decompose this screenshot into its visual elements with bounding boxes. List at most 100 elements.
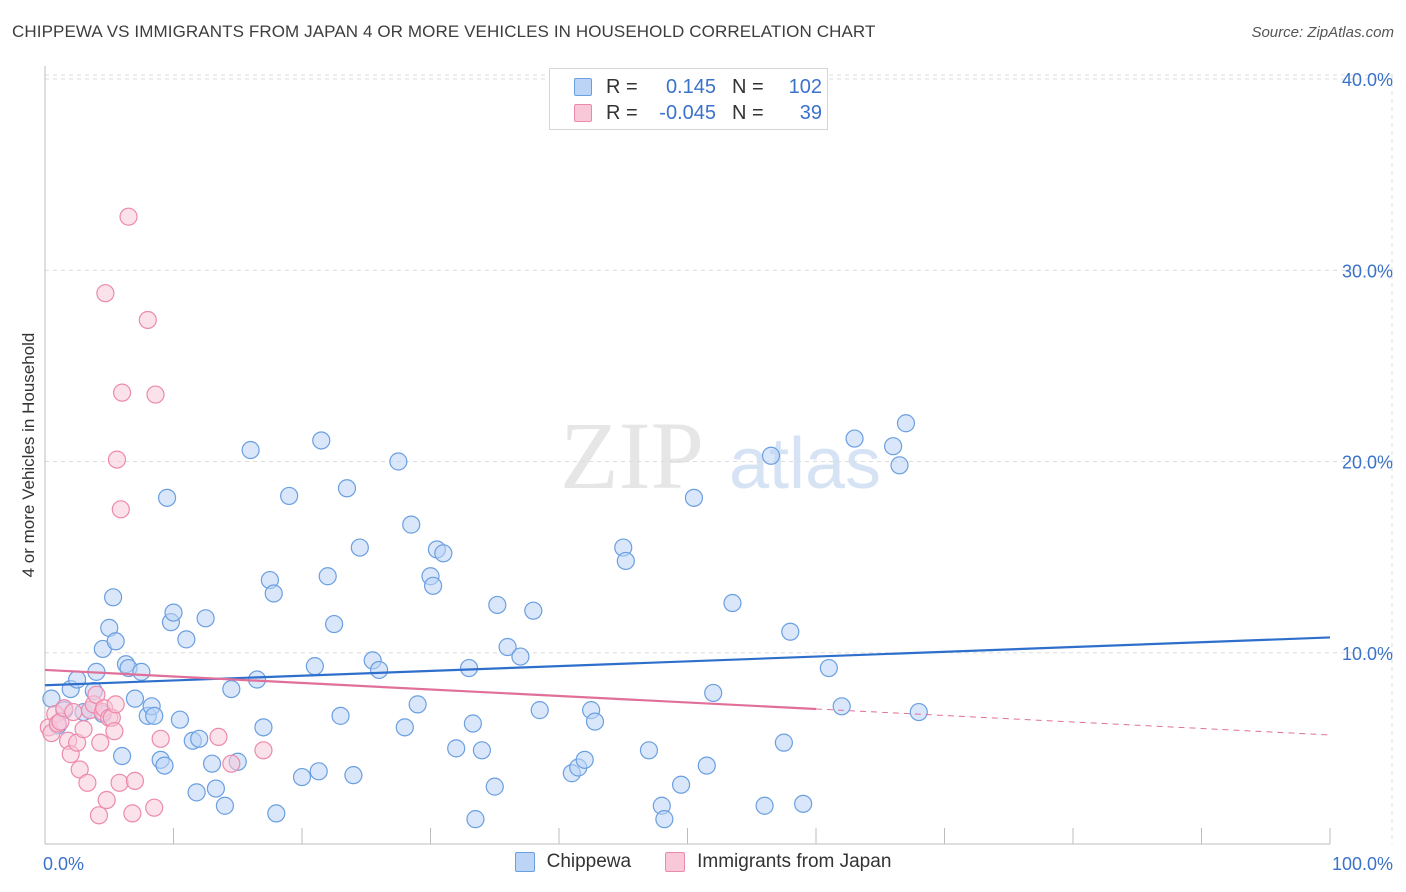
chippewa-point [350,538,369,557]
legend-item-japan[interactable]: Immigrants from Japan [665,851,891,873]
chippewa-point [190,729,209,748]
legend-label-japan: Immigrants from Japan [697,851,892,872]
chippewa-point [511,647,530,666]
chippewa-point [264,584,283,603]
chippewa-point [202,754,222,773]
stats-legend-row-japan: R = -0.045 N = 39 [574,101,822,125]
japan-legend-swatch [665,852,686,872]
chippewa-point [408,695,427,714]
chippewa-point [389,452,408,471]
chippewa-point [215,796,234,815]
chippewa-point [104,588,123,607]
chippewa-point [466,810,485,829]
chippewa-point [585,712,605,731]
chippewa-point [267,804,286,823]
japan-point [146,385,165,404]
japan-point [78,773,97,792]
chippewa-point [723,593,742,613]
chippewa-point [761,446,781,465]
n-label: N = [732,75,764,98]
watermark-zip: ZIP [560,402,704,509]
chippewa-point [395,718,414,737]
chippewa-point [157,488,177,507]
stats-legend: R = 0.145 N = 102 R = -0.045 N = 39 [549,68,828,130]
r-value: -0.045 [659,101,716,124]
chippewa-point [434,544,453,563]
chippewa-point [890,456,909,475]
chippewa-point [170,710,190,729]
chippewa-point [781,622,800,641]
watermark: ZIP atlas [560,402,881,509]
r-label: R = [606,101,638,124]
x-tick-label: 0.0% [43,854,84,874]
chippewa-point [447,739,466,758]
chippewa-point [684,488,704,507]
legend-item-chippewa[interactable]: Chippewa [514,851,631,873]
chippewa-point [832,697,851,716]
chippewa-trend-line [44,636,1331,687]
chippewa-point [402,515,421,534]
y-tick-label: 10.0% [1342,644,1393,664]
chippewa-point [524,601,543,620]
chippewa-point [370,660,389,680]
chippewa-point [704,683,723,703]
n-label: N = [732,101,764,124]
japan-point [91,733,110,752]
chippewa-point [196,609,215,628]
japan-point [254,741,273,760]
japan-point [125,771,145,790]
japan-point [70,760,89,779]
grid-lines [45,74,1395,844]
japan-point [74,720,93,739]
chippewa-point [155,756,174,775]
japan-point [145,798,164,817]
chippewa-point [331,706,350,725]
japan-point [151,729,170,748]
data-points [39,207,928,829]
chippewa-point [222,679,241,699]
chippewa-point [254,718,273,737]
chippewa-point [794,794,813,813]
chippewa-point [280,486,299,506]
chippewa-point [309,762,328,781]
chippewa-point [755,796,774,815]
chippewa-point [575,750,594,769]
japan-point [105,722,124,741]
chippewa-point [463,714,483,733]
y-tick-label: 40.0% [1342,70,1393,90]
chart-title: CHIPPEWA VS IMMIGRANTS FROM JAPAN 4 OR M… [12,22,876,41]
trend-lines [44,636,1331,736]
chippewa-point [774,733,793,752]
japan-swatch [574,104,592,122]
n-value: 102 [788,75,822,98]
chippewa-point [472,741,491,760]
chippewa-point [305,657,324,676]
chippewa-point [145,706,164,725]
japan-point [123,804,142,823]
chippewa-point [112,746,132,766]
chippewa-point [177,630,196,649]
chippewa-point [655,810,674,829]
chippewa-point [344,766,363,785]
chippewa-point [845,429,864,448]
y-tick-label: 30.0% [1342,261,1393,281]
chippewa-point [68,670,87,689]
japan-point [119,207,138,226]
chippewa-point [498,637,517,657]
chippewa-point [292,767,312,787]
japan-point [89,806,109,825]
chippewa-point [241,440,260,460]
axes: 10.0% 20.0% 30.0% 40.0% 0.0% 100.0% [43,66,1393,874]
chippewa-point [125,689,145,708]
n-value: 39 [799,101,822,124]
chippewa-point [896,414,916,433]
chippewa-point [423,576,443,595]
chippewa-point [318,567,337,586]
japan-trend-line [44,668,817,711]
chippewa-point [488,595,507,615]
chippewa-swatch [574,78,592,96]
chippewa-point [459,658,479,678]
japan-point [112,383,132,402]
japan-point [110,773,129,792]
